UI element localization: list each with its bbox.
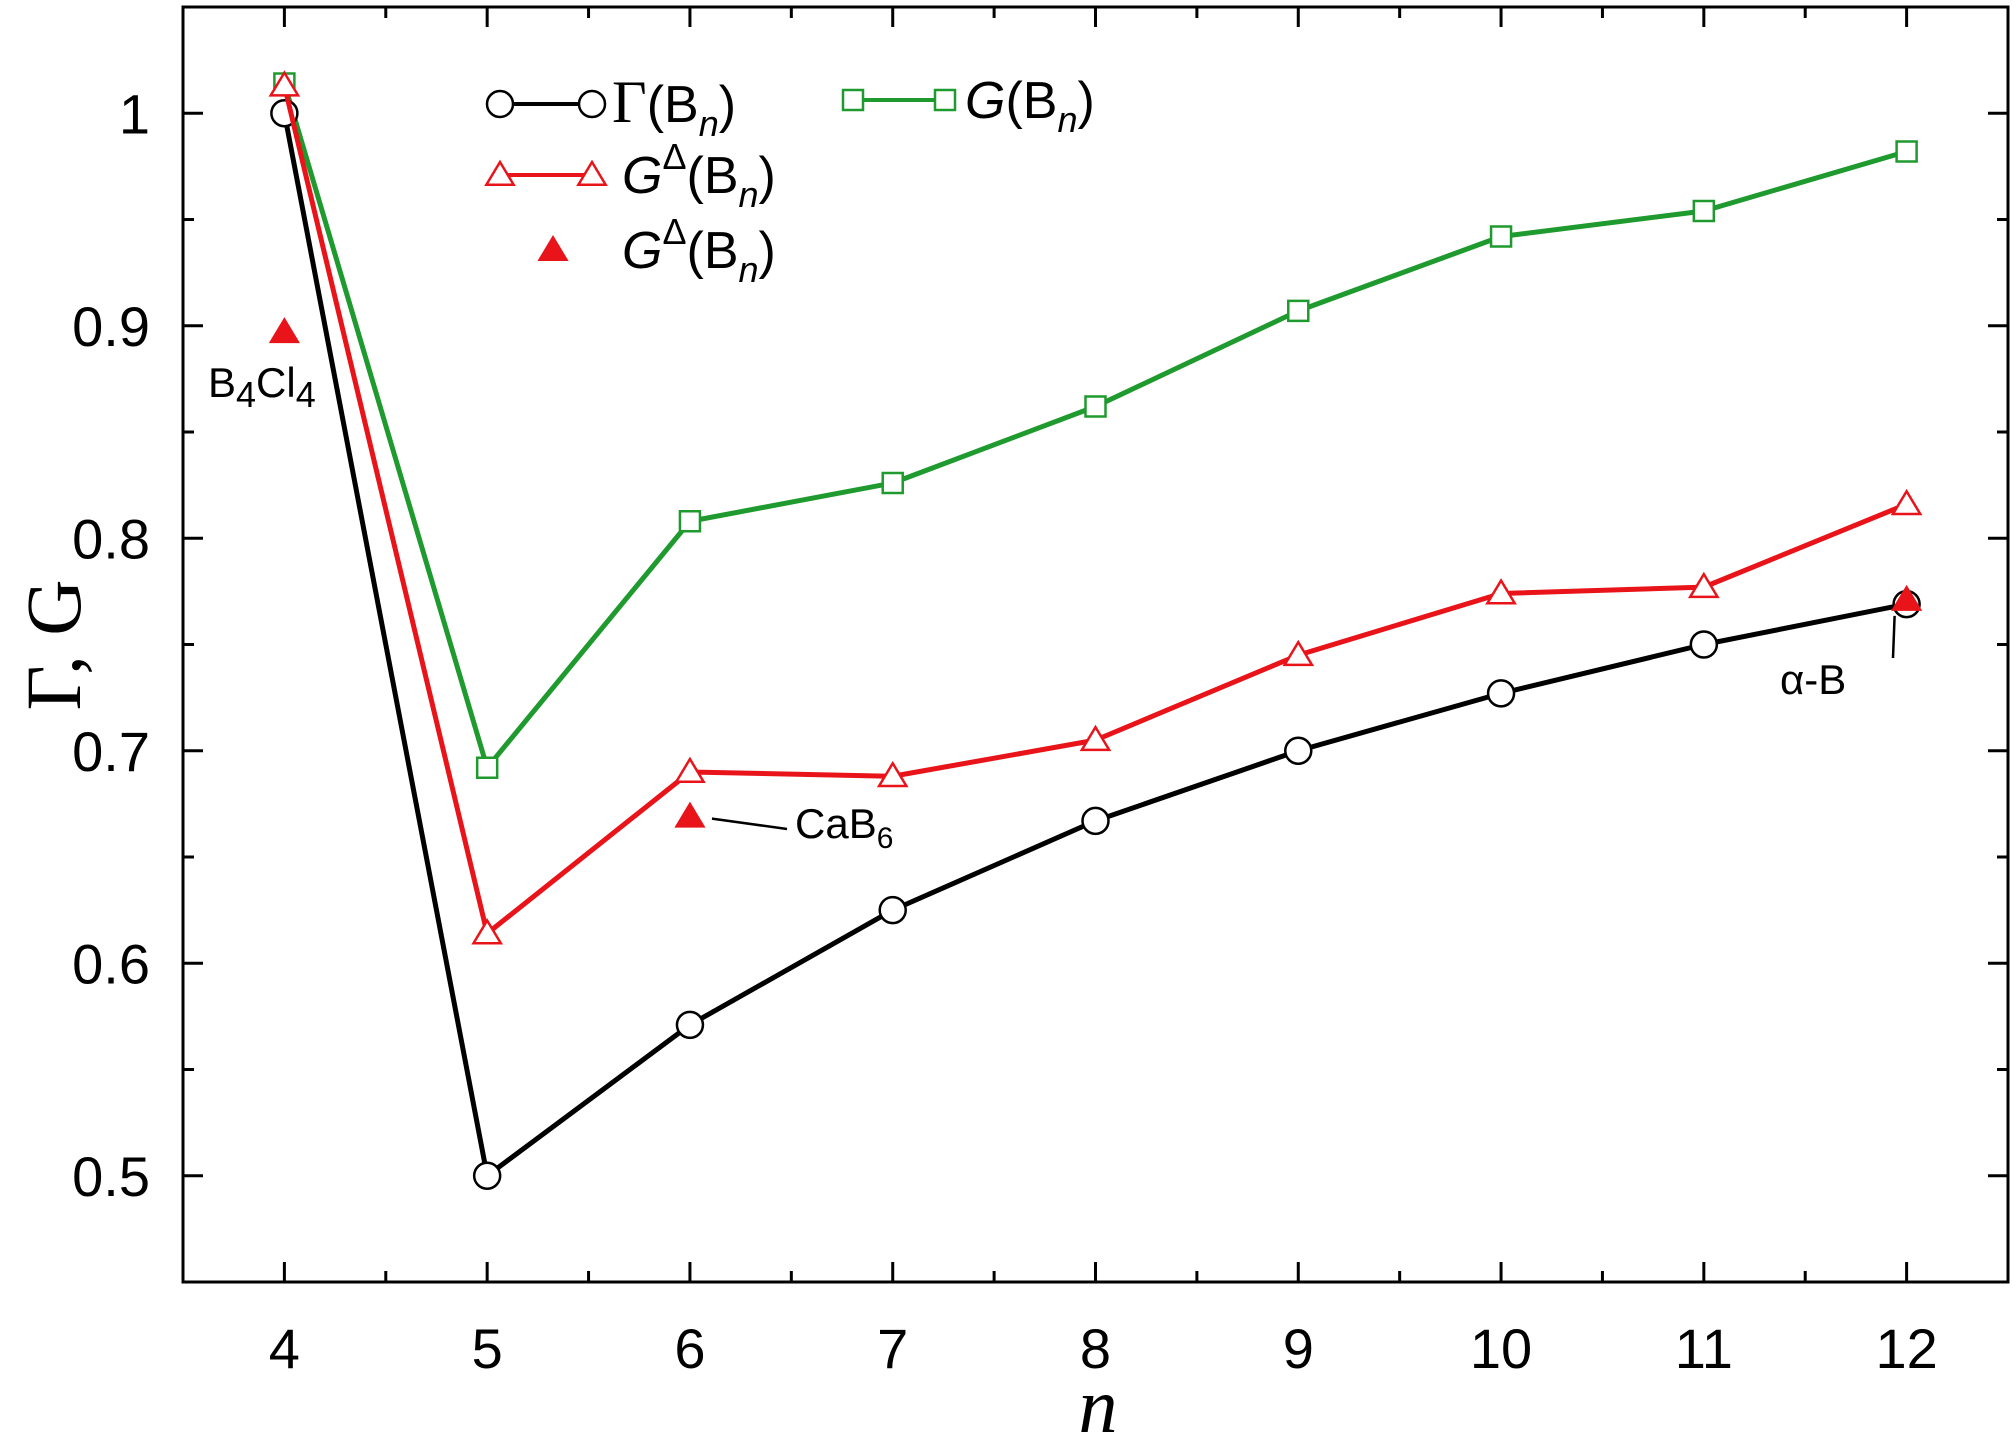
legend-label-g: G(Bn) [965,72,1095,140]
legend-marker-g [841,88,865,112]
data-point-gamma [1486,679,1516,708]
data-point-gdelta [1485,578,1517,605]
y-tick-label: 0.6 [72,932,150,995]
data-point-g [678,510,702,533]
data-point-g [1692,199,1716,223]
y-tick-label: 0.9 [72,295,150,358]
data-point-gamma [1689,630,1719,659]
x-tick-label: 10 [1470,1317,1532,1380]
data-point-g [1084,395,1107,418]
legend-label-gdelta: GΔ(Bn) [622,136,776,215]
data-point-gdelta [1890,488,1923,516]
series-line-gamma [281,112,1908,1179]
data-point-gdelta [1079,724,1112,752]
annotation-cab6: CaB6 [711,800,893,855]
data-point-g [1489,225,1513,248]
y-tick-label: 0.8 [72,507,150,570]
legend: Γ(Bn) G(Bn) GΔ(Bn)GΔ(Bn) [484,69,1095,290]
data-point-gdelta [268,70,301,97]
legend-marker-gamma [577,89,607,119]
data-point-gamma [1284,736,1313,765]
x-tick-labels: 4 5 6 7 8 9 10 11 12 [269,1317,1938,1380]
data-point-gamma [1081,806,1110,836]
legend-marker-gamma [485,89,515,119]
annotation-label-cab6: CaB6 [795,800,893,855]
y-axis-title: Γ, G [10,579,97,710]
data-point-gdelta_points [1891,584,1923,611]
annotation-leader-cab6 [711,817,788,831]
data-point-gdelta [1687,571,1720,599]
data-point-g [881,471,904,495]
x-tick-label: 11 [1675,1317,1733,1380]
annotation-alphab: α-B [1780,615,1896,703]
annotations: B4Cl4 CaB6 α-B [208,359,1896,855]
legend-label-gamma: Γ(Bn) [612,69,736,144]
x-tick-label: 4 [269,1317,300,1380]
annotation-label-b4cl4: B4Cl4 [208,359,316,415]
y-tick-label: 0.5 [72,1145,150,1208]
data-point-g [1287,299,1310,323]
legend-marker-gdelta [484,159,516,186]
legend-entry-gdelta: GΔ(Bn) [484,136,776,215]
x-axis-title: n [1079,1362,1118,1444]
legend-entry-gamma: Γ(Bn) [485,69,736,144]
data-point-gamma [878,895,907,925]
y-tick-label: 1 [119,82,150,145]
data-point-gdelta_points [268,317,300,344]
data-point-g [1895,140,1918,163]
legend-marker-gdelta [576,159,608,186]
axis-ticks [183,7,2008,1282]
series-g [273,72,1918,779]
data-point-gamma [472,1161,502,1190]
data-point-gdelta_points [674,801,706,828]
legend-entry-gdelta_points: GΔ(Bn) [537,211,776,290]
legend-entry-g: G(Bn) [841,72,1095,140]
legend-label-gdelta_points: GΔ(Bn) [622,211,776,290]
x-tick-label: 12 [1875,1317,1937,1380]
annotation-leader-alphab [1891,615,1896,659]
series-gamma [270,99,1921,1190]
series-line-g [281,82,1908,771]
data-point-gamma [675,1010,705,1040]
data-point-gdelta [674,756,706,783]
x-tick-label: 8 [1080,1317,1111,1380]
legend-marker-g [933,88,957,112]
x-tick-label: 6 [674,1317,705,1380]
x-tick-label: 5 [472,1317,503,1380]
legend-marker-gdelta_points [537,235,569,261]
annotation-label-alphab: α-B [1780,656,1846,703]
series-line-gdelta [281,85,1908,936]
annotation-b4cl4: B4Cl4 [208,359,316,415]
data-point-g [475,756,499,779]
data-point-gdelta [471,918,504,945]
plot-frame [181,5,2010,1284]
series-gdelta [268,70,1923,945]
y-tick-labels: 0.5 0.6 0.7 0.8 0.9 1 [72,82,150,1208]
series-gdelta_points [268,317,1923,828]
data-point-gdelta [876,760,909,788]
y-tick-label: 0.7 [72,720,150,783]
series-layer [268,70,1923,1190]
x-tick-label: 7 [877,1317,908,1380]
y-axis-title-text: Γ, G [10,579,97,710]
data-point-gdelta [1282,639,1315,667]
x-tick-label: 9 [1283,1317,1314,1380]
